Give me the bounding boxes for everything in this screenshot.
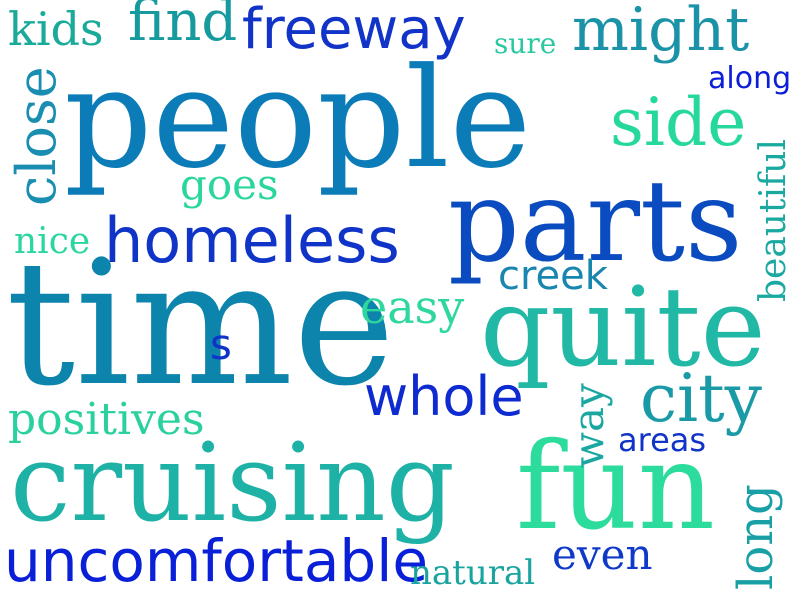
word-time: time bbox=[6, 223, 396, 424]
word-freeway: freeway bbox=[242, 0, 466, 62]
word-beautiful: beautiful bbox=[753, 138, 794, 302]
word-sure: sure bbox=[494, 27, 557, 60]
word-nice: nice bbox=[14, 221, 91, 262]
word-parts: parts bbox=[448, 157, 743, 287]
word-natural: natural bbox=[410, 553, 536, 593]
word-cruising: cruising bbox=[10, 421, 455, 546]
word-city: city bbox=[640, 360, 762, 437]
word-even: even bbox=[552, 530, 653, 579]
word-kids: kids bbox=[8, 2, 104, 56]
word-quite: quite bbox=[480, 263, 766, 391]
word-find: find bbox=[128, 0, 238, 54]
word-close: close bbox=[5, 66, 68, 206]
word-fun: fun bbox=[516, 418, 715, 557]
word-along: along bbox=[708, 61, 792, 96]
word-people: people bbox=[64, 38, 532, 199]
word-side: side bbox=[610, 84, 747, 161]
word-creek: creek bbox=[498, 253, 608, 299]
word-positives: positives bbox=[8, 394, 205, 445]
word-s: s bbox=[210, 320, 232, 369]
word-homeless: homeless bbox=[104, 204, 400, 277]
word-goes: goes bbox=[180, 160, 279, 209]
word-uncomfortable: uncomfortable bbox=[4, 527, 429, 595]
word-long: long bbox=[728, 484, 784, 590]
word-might: might bbox=[572, 0, 750, 65]
word-way: way bbox=[564, 383, 613, 468]
word-easy: easy bbox=[360, 280, 465, 334]
word-whole: whole bbox=[364, 365, 524, 428]
word-areas: areas bbox=[618, 421, 707, 459]
